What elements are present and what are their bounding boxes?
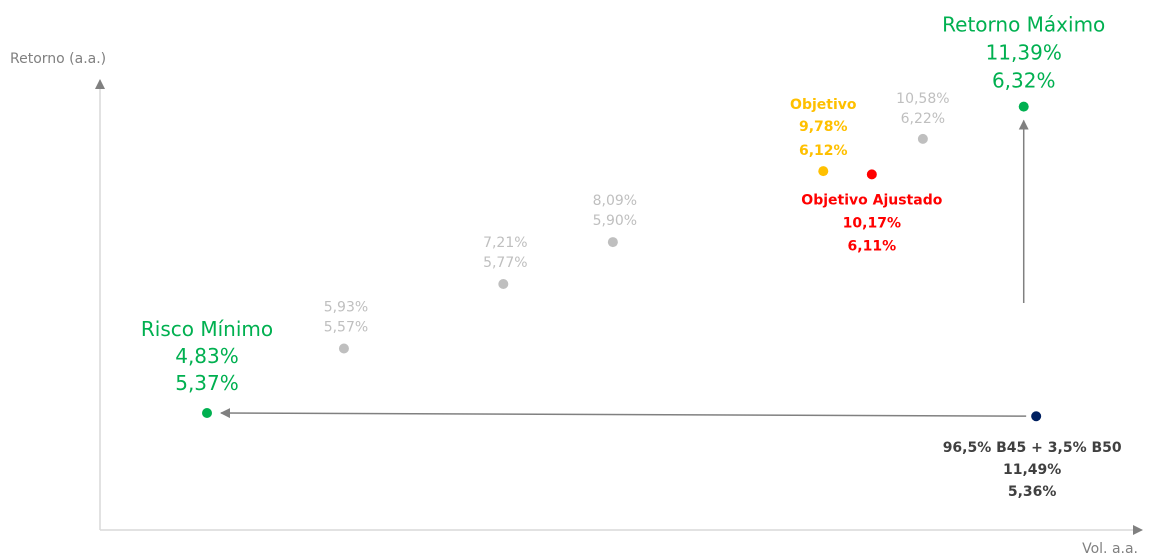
point-carteira-atual bbox=[1031, 411, 1042, 422]
label-p1-label1: 5,93% bbox=[324, 300, 368, 316]
label-p4-label1: 10,58% bbox=[896, 91, 949, 107]
label-objetivo-ajustado-label1: 10,17% bbox=[843, 215, 901, 231]
label-carteira-atual-label2: 5,36% bbox=[1008, 484, 1057, 500]
label-objetivo-label2: 6,12% bbox=[799, 143, 848, 159]
label-retorno-maximo-label2: 6,32% bbox=[992, 69, 1056, 93]
label-risco-minimo-name: Risco Mínimo bbox=[141, 317, 273, 341]
point-p2 bbox=[498, 279, 509, 289]
label-retorno-maximo-label1: 11,39% bbox=[986, 41, 1062, 65]
x-axis-label: Vol. a.a. bbox=[1082, 541, 1138, 556]
point-objetivo bbox=[818, 166, 829, 177]
label-carteira-atual-name: 96,5% B45 + 3,5% B50 bbox=[943, 440, 1122, 456]
label-p1-label2: 5,57% bbox=[324, 320, 368, 336]
arrow-carteira-atual-to-risco-minimo bbox=[219, 408, 1027, 419]
point-p4 bbox=[917, 133, 928, 144]
label-p2-label1: 7,21% bbox=[483, 235, 527, 251]
label-p3-label1: 8,09% bbox=[593, 193, 637, 209]
label-objetivo-ajustado-label2: 6,11% bbox=[848, 238, 897, 254]
y-axis-label: Retorno (a.a.) bbox=[10, 51, 106, 67]
point-p1 bbox=[338, 343, 349, 354]
label-risco-minimo-label1: 4,83% bbox=[175, 344, 239, 368]
label-objetivo-label1: 9,78% bbox=[799, 119, 848, 135]
point-p3 bbox=[607, 237, 618, 248]
label-p2-label2: 5,77% bbox=[483, 255, 527, 271]
label-objetivo-ajustado-name: Objetivo Ajustado bbox=[801, 192, 942, 208]
point-risco-minimo bbox=[202, 408, 212, 418]
labels-layer: Risco Mínimo 4,83% 5,37% 5,93% 5,57% 7,21% 5,7… bbox=[141, 13, 1122, 501]
label-p3-label2: 5,90% bbox=[593, 213, 637, 229]
arrows-layer bbox=[219, 119, 1029, 419]
label-retorno-maximo-name: Retorno Máximo bbox=[942, 13, 1105, 37]
label-carteira-atual-label1: 11,49% bbox=[1003, 462, 1061, 478]
label-p4-label2: 6,22% bbox=[901, 111, 945, 127]
label-objetivo-name: Objetivo bbox=[790, 97, 857, 113]
label-risco-minimo-label2: 5,37% bbox=[175, 371, 239, 395]
point-retorno-maximo bbox=[1018, 101, 1029, 112]
points-layer bbox=[202, 101, 1042, 422]
point-objetivo-ajustado bbox=[866, 169, 877, 180]
